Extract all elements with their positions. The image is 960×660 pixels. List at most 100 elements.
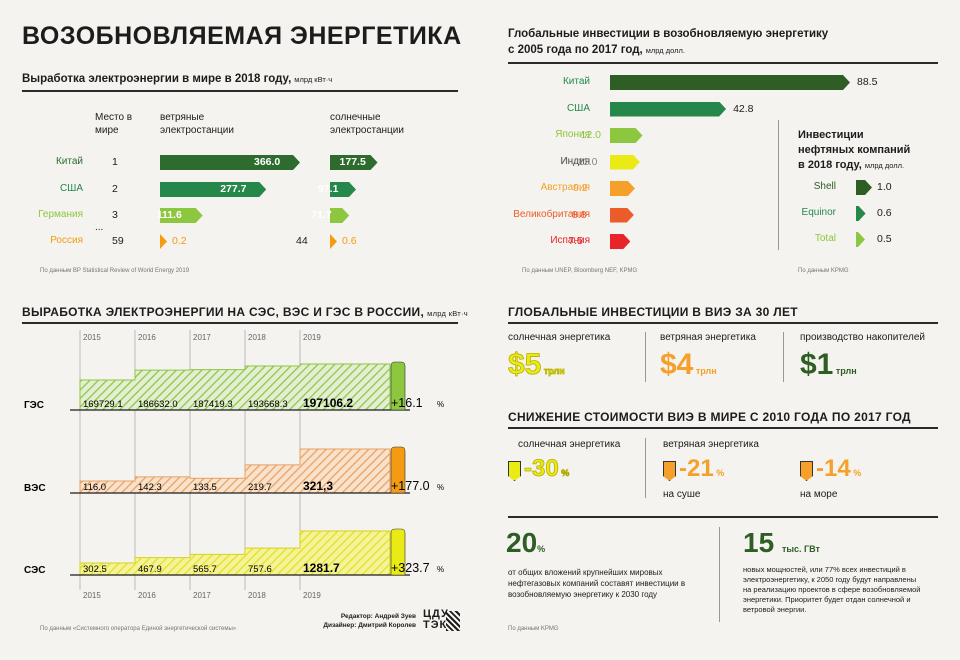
divider	[508, 322, 938, 324]
invest-country: Австралия	[540, 182, 590, 193]
russia-unit: млрд кВт·ч	[427, 309, 468, 318]
russia-title-text: ВЫРАБОТКА ЭЛЕКТРОЭНЕРГИИ НА СЭС, ВЭС И Г…	[22, 305, 425, 319]
invest-value: 12.0	[580, 129, 601, 141]
year-label-bottom: 2018	[248, 591, 266, 600]
divider	[719, 527, 720, 622]
fact2-text: новых мощностей, или 77% всех инвестиций…	[743, 565, 921, 614]
invest-bar	[610, 181, 635, 196]
logo-text-2: ТЭК	[423, 619, 448, 631]
oil-value: 1.0	[877, 181, 892, 193]
cost-sublabel: на суше	[663, 489, 701, 500]
russia-value: 187419.3	[193, 399, 233, 410]
solar-value: 97.1	[317, 183, 339, 195]
wind-bar	[160, 155, 300, 170]
divider	[508, 62, 938, 64]
russia-source: По данным «Системного оператора Единой э…	[40, 626, 237, 632]
invest-title-line1: Глобальные инвестиции в возобновляемую э…	[508, 28, 829, 40]
russia-area-ВЭС	[79, 448, 391, 494]
invest-title-line2: с 2005 года по 2017 год, млрд долл.	[508, 44, 685, 56]
oil-unit: млрд долл.	[864, 161, 905, 170]
invest30-title: ГЛОБАЛЬНЫЕ ИНВЕСТИЦИИ В ВИЭ ЗА 30 ЛЕТ	[508, 305, 798, 319]
russia-growth-marker	[390, 446, 406, 494]
year-label-bottom: 2016	[138, 591, 156, 600]
country-label: Россия	[50, 235, 83, 246]
fact1-text: от общих вложений крупнейших мировых неф…	[508, 568, 686, 599]
invest-bar	[610, 102, 726, 117]
oil-bar	[856, 232, 865, 247]
place-value: 59	[112, 235, 124, 247]
russia-row-label: СЭС	[24, 565, 45, 576]
russia-growth-value: +323.7	[391, 561, 430, 575]
invest-value: 88.5	[857, 76, 878, 88]
fact2-number: 15	[743, 527, 775, 558]
russia-area-СЭС	[79, 530, 391, 576]
invest-value: 7.5	[568, 235, 583, 247]
wind-bar	[160, 234, 167, 249]
invest-bar	[610, 128, 643, 143]
russia-growth-marker	[390, 528, 406, 576]
russia-value: 565.7	[193, 564, 217, 575]
oil-title-line3: в 2018 году,	[798, 159, 862, 171]
year-label-top: 2015	[83, 333, 101, 342]
gen2018-title: Выработка электроэнергии в мире в 2018 г…	[22, 73, 332, 85]
place-value: 3	[112, 209, 118, 221]
cost-solar-label: солнечная энергетика	[518, 439, 621, 450]
wind-value: 366.0	[254, 156, 281, 168]
oil-title-line2: нефтяных компаний	[798, 144, 911, 156]
year-label-top: 2019	[303, 333, 321, 342]
wind-bar	[160, 208, 203, 223]
solar-value: 0.6	[342, 235, 357, 247]
invest30-number: $1	[800, 348, 834, 381]
logo-pattern-icon	[446, 611, 460, 631]
invest-bar	[610, 155, 640, 170]
divider	[508, 516, 938, 518]
invest-value: 42.8	[733, 102, 754, 115]
oil-company: Shell	[813, 181, 836, 192]
russia-value: 193668.3	[248, 399, 288, 410]
divider	[22, 90, 458, 92]
invest-source: По данным UNEP, Bloomberg NEF, KPMG	[522, 268, 638, 274]
oil-title-line1: Инвестиции	[798, 129, 864, 141]
solar-place-value: 44	[296, 235, 308, 247]
solar-value: 71.7	[311, 209, 332, 221]
fact1-value: 20%	[506, 527, 545, 559]
invest-country: США	[566, 102, 590, 114]
invest30-unit: трлн	[833, 366, 857, 376]
invest30-number: $5	[508, 348, 542, 382]
invest30-number: $4	[660, 348, 694, 381]
col-place-header: Место в мире	[95, 112, 133, 136]
cost-pct: %	[713, 468, 725, 478]
country-label: Китай	[55, 156, 83, 167]
russia-value: 219.7	[248, 482, 272, 493]
logo-text-1: ЦДУ	[423, 608, 449, 620]
solar-bar	[330, 208, 349, 223]
wind-value: 277.7	[220, 183, 247, 195]
oil-company: Total	[814, 233, 836, 244]
russia-growth-pct: %	[437, 483, 444, 492]
oil-title: Инвестиции нефтяных компаний в 2018 году…	[798, 128, 910, 173]
cost-number: -14	[816, 455, 851, 482]
fact1-unit: %	[537, 544, 546, 554]
wind-value: 0.2	[172, 235, 187, 247]
russia-value: 133.5	[193, 482, 217, 493]
col-solar-header: солнечные электростанции	[330, 112, 404, 136]
invest30-unit: трлн	[541, 366, 565, 377]
divider	[778, 120, 779, 250]
solar-bar	[330, 182, 356, 197]
russia-growth-pct: %	[437, 565, 444, 574]
cost-down-marker	[663, 461, 676, 481]
invest-country: Китай	[562, 76, 590, 87]
cost-pct: %	[558, 468, 570, 479]
country-label: США	[59, 183, 83, 194]
russia-row-label: ГЭС	[24, 400, 44, 411]
invest-country: Испания	[550, 235, 590, 246]
russia-value: 169729.1	[83, 399, 123, 410]
invest-country: Великобритания	[513, 208, 590, 220]
russia-value: 467.9	[138, 564, 162, 575]
cost-pct: %	[850, 468, 862, 478]
invest30-value: $5 трлн	[508, 348, 566, 382]
russia-growth-value: +16.1	[391, 396, 423, 410]
page-title: ВОЗОБНОВЛЯЕМАЯ ЭНЕРГЕТИКА	[22, 22, 462, 50]
invest-value: 8.8	[571, 208, 587, 221]
invest-bar	[610, 75, 850, 90]
